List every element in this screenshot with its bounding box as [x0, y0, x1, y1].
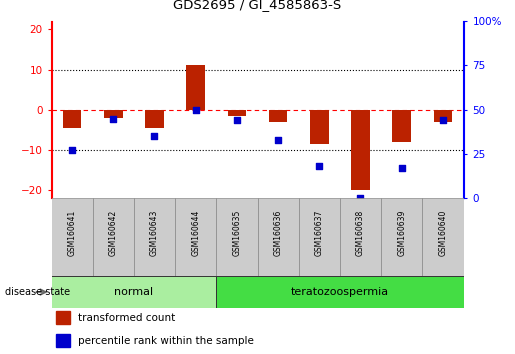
- Text: GSM160636: GSM160636: [273, 210, 283, 257]
- Bar: [93, 198, 134, 276]
- Bar: [340, 198, 381, 276]
- Text: GSM160639: GSM160639: [397, 210, 406, 257]
- Text: normal: normal: [114, 287, 153, 297]
- Text: percentile rank within the sample: percentile rank within the sample: [78, 336, 254, 346]
- Bar: [216, 276, 464, 308]
- Point: [356, 195, 365, 201]
- Point: [274, 137, 282, 143]
- Point: [398, 165, 406, 171]
- Text: GSM160635: GSM160635: [232, 210, 242, 257]
- Bar: [216, 198, 258, 276]
- Point: [233, 118, 241, 123]
- Text: GSM160640: GSM160640: [438, 210, 448, 257]
- Point: [68, 148, 76, 153]
- Text: GSM160642: GSM160642: [109, 210, 118, 256]
- Bar: [145, 110, 164, 128]
- Bar: [269, 110, 287, 122]
- Bar: [63, 110, 81, 128]
- Text: GSM160638: GSM160638: [356, 210, 365, 256]
- Bar: [56, 311, 70, 324]
- Point: [109, 116, 117, 121]
- Point: [150, 133, 159, 139]
- Bar: [134, 198, 175, 276]
- Bar: [392, 110, 411, 142]
- Point: [315, 164, 323, 169]
- Text: transformed count: transformed count: [78, 313, 176, 322]
- Text: disease state: disease state: [5, 287, 70, 297]
- Bar: [52, 276, 216, 308]
- Text: GSM160641: GSM160641: [67, 210, 77, 256]
- Bar: [186, 65, 205, 110]
- Bar: [175, 198, 216, 276]
- Bar: [351, 110, 370, 190]
- Bar: [310, 110, 329, 144]
- Text: teratozoospermia: teratozoospermia: [291, 287, 389, 297]
- Point: [439, 118, 447, 123]
- Bar: [381, 198, 422, 276]
- Point: [192, 107, 200, 113]
- Text: GDS2695 / GI_4585863-S: GDS2695 / GI_4585863-S: [174, 0, 341, 11]
- Bar: [422, 198, 464, 276]
- Bar: [434, 110, 452, 122]
- Bar: [104, 110, 123, 118]
- Bar: [228, 110, 246, 116]
- Bar: [56, 334, 70, 347]
- Text: GSM160644: GSM160644: [191, 210, 200, 257]
- Text: GSM160637: GSM160637: [315, 210, 324, 257]
- Bar: [299, 198, 340, 276]
- Bar: [258, 198, 299, 276]
- Bar: [52, 198, 93, 276]
- Text: GSM160643: GSM160643: [150, 210, 159, 257]
